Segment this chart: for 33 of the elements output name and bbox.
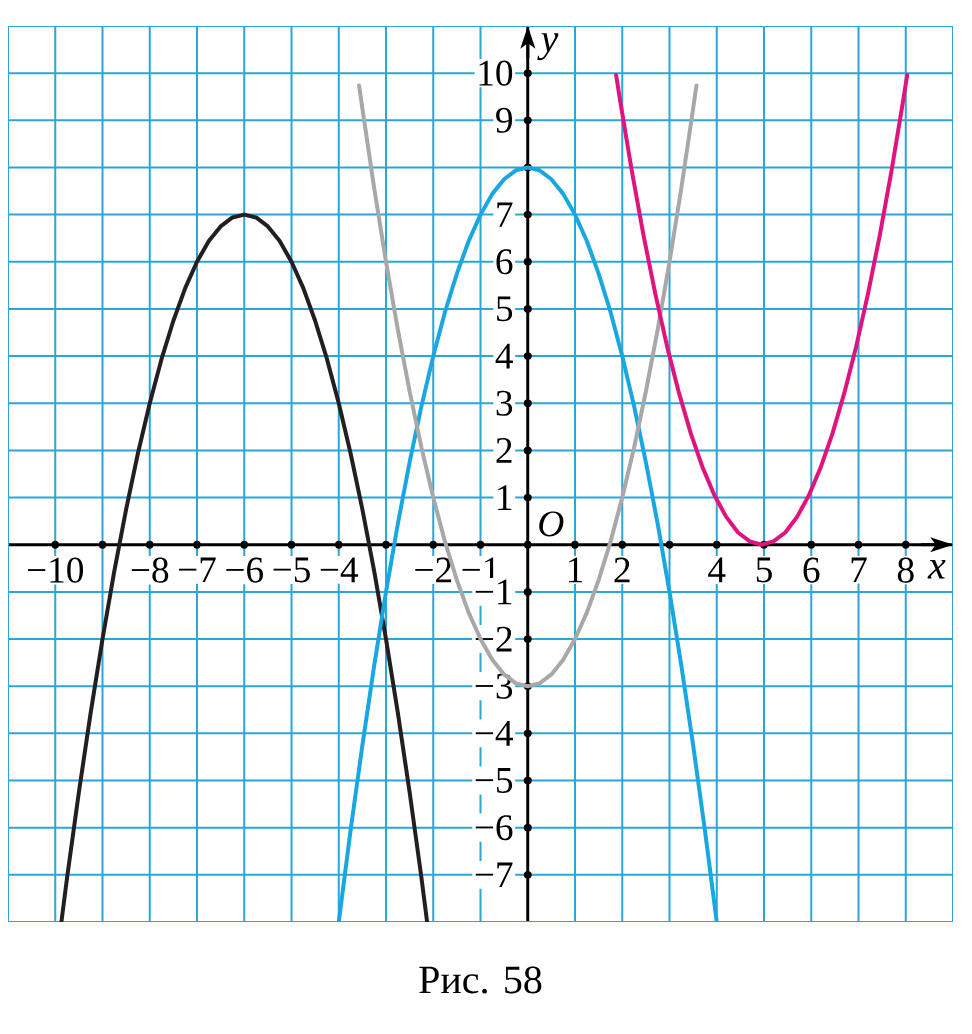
- y-tick-label: −7: [475, 862, 513, 888]
- y-axis-title: y: [537, 33, 559, 61]
- x-tick-label: −7: [179, 557, 216, 583]
- y-tick-label: 7: [497, 202, 513, 227]
- x-tick-label: −2: [415, 557, 452, 583]
- y-tick-label: 9: [496, 107, 513, 133]
- line-series: [614, 73, 910, 547]
- x-tick-label: 2: [614, 557, 630, 583]
- x-axis-title: x: [927, 560, 946, 579]
- text: Рис. 58: [419, 966, 542, 994]
- x-tick-label: −6: [226, 557, 263, 583]
- x-tick-label: −8: [131, 557, 169, 583]
- annotation: O: [539, 511, 564, 537]
- x-tick-label: −10: [27, 557, 84, 583]
- x-tick-label: 5: [756, 557, 772, 583]
- y-tick-label: −2: [475, 626, 512, 652]
- y-tick-label: 5: [497, 296, 513, 322]
- y-tick-label: −6: [475, 815, 513, 841]
- y-tick-label: 4: [495, 343, 513, 369]
- y-tick-label: −5: [475, 768, 513, 793]
- y-tick-label: 6: [496, 249, 513, 275]
- x-tick-label: 7: [851, 557, 867, 583]
- y-tick-label: 3: [496, 390, 513, 416]
- y-tick-label: −4: [475, 721, 513, 746]
- x-tick-label: 6: [803, 557, 820, 583]
- y-tick-label: 10: [479, 60, 513, 86]
- y-tick-label: 2: [496, 438, 512, 463]
- y-tick-label: 1: [498, 485, 512, 510]
- x-tick-label: −5: [273, 557, 310, 583]
- x-tick-label: −4: [320, 557, 359, 583]
- x-tick-label: 4: [708, 557, 726, 583]
- x-tick-label: 1: [568, 557, 583, 583]
- x-tick-label: 8: [897, 557, 914, 583]
